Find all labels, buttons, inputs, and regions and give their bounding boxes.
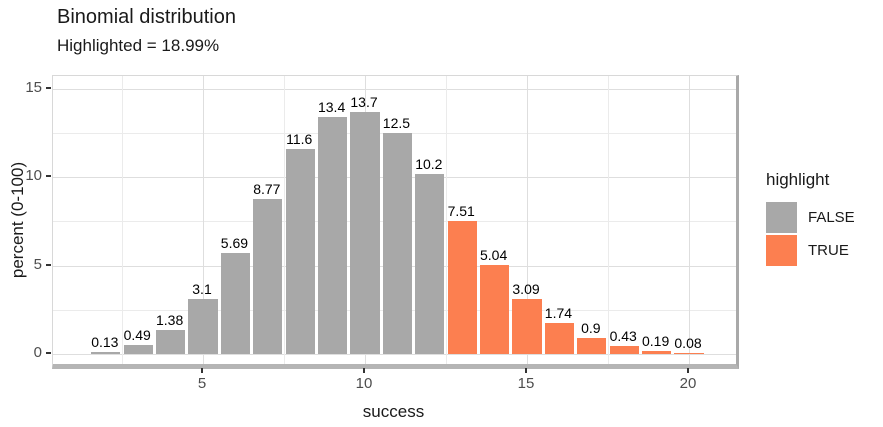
bar-value-label: 0.9 [581, 320, 601, 337]
bar-highlight-false [123, 345, 153, 354]
bar-value-label: 3.1 [192, 281, 212, 298]
bar-value-label: 10.2 [415, 155, 443, 172]
gridline-x-major [527, 76, 529, 364]
gridline-x-minor [608, 76, 610, 364]
bar-value-label: 7.51 [447, 203, 475, 220]
gridline-x-minor [284, 76, 285, 364]
bar-value-label: 13.7 [350, 93, 378, 110]
bar-highlight-true [447, 221, 477, 354]
bar-highlight-false [382, 133, 412, 354]
bar-value-label: 0.13 [91, 333, 119, 350]
x-axis-tick [201, 368, 203, 373]
legend-swatch-true [766, 235, 797, 266]
bar-highlight-true [512, 299, 542, 354]
bar-highlight-false [156, 329, 186, 354]
x-axis-tick-label: 10 [355, 375, 373, 392]
legend-entry-label: FALSE [808, 209, 855, 226]
x-axis-tick [687, 368, 690, 373]
gridline-x-major [203, 76, 204, 364]
bar-highlight-false [220, 253, 250, 354]
bar-highlight-false [285, 148, 315, 354]
bar-value-label: 0.08 [674, 334, 702, 351]
bar-value-label: 3.09 [512, 281, 540, 298]
bar-value-label: 8.77 [253, 180, 281, 197]
bar-value-label: 11.6 [286, 130, 313, 147]
legend-title: highlight [766, 170, 830, 189]
bar-highlight-true [544, 323, 574, 354]
bar-value-label: 5.69 [220, 235, 249, 252]
bar-highlight-false [415, 173, 445, 354]
chart-title: Binomial distribution [57, 6, 236, 28]
y-axis-tick-label: 10 [25, 167, 42, 185]
x-axis-title: success [362, 402, 425, 421]
bar-highlight-true [577, 338, 607, 354]
legend-entry: TRUE [766, 235, 855, 266]
gridline-y-major [53, 88, 736, 90]
bar-highlight-true [609, 346, 639, 354]
bar-highlight-false [91, 351, 121, 354]
bar-value-label: 0.43 [609, 328, 637, 345]
gridline-x-major [689, 76, 691, 364]
x-axis-tick [525, 368, 528, 373]
legend-entries: FALSE TRUE [766, 202, 855, 266]
bar-highlight-true [674, 352, 704, 354]
y-axis-tick [46, 86, 51, 89]
x-axis-tick-label: 15 [517, 375, 535, 392]
y-axis-tick-label: 15 [25, 78, 42, 96]
x-axis-tick [363, 368, 366, 373]
legend-entry: FALSE [766, 202, 855, 233]
legend: highlight FALSE TRUE [766, 170, 855, 268]
bar-value-label: 12.5 [382, 115, 411, 132]
y-axis-tick [46, 351, 51, 354]
bar-value-label: 13.4 [317, 99, 346, 116]
plot-panel [52, 75, 739, 369]
bar-value-label: 5.04 [479, 246, 508, 263]
bar-highlight-true [480, 264, 510, 354]
legend-swatch-false [766, 202, 797, 233]
bar-value-label: 0.49 [123, 327, 151, 344]
y-axis-title: percent (0-100) [8, 161, 27, 279]
gridline-x-minor [446, 76, 448, 364]
bar-value-label: 1.74 [544, 305, 573, 322]
bar-value-label: 1.38 [155, 311, 184, 328]
bar-highlight-false [253, 198, 283, 354]
y-axis-tick-label: 5 [33, 255, 42, 273]
gridline-x-minor [122, 76, 123, 364]
x-axis-tick-label: 5 [197, 375, 207, 392]
bar-highlight-true [642, 350, 672, 354]
bar-highlight-false [188, 299, 218, 354]
gridline-y-major [53, 353, 736, 355]
bar-value-label: 0.19 [641, 332, 670, 349]
y-axis-tick [46, 263, 51, 266]
chart-subtitle: Highlighted = 18.99% [57, 36, 220, 55]
y-axis-tick-label: 0 [33, 343, 42, 361]
y-axis-tick [46, 175, 51, 178]
bar-highlight-false [318, 117, 348, 354]
x-axis-tick-label: 20 [679, 375, 697, 392]
legend-entry-label: TRUE [808, 242, 849, 259]
bar-highlight-false [350, 111, 380, 354]
